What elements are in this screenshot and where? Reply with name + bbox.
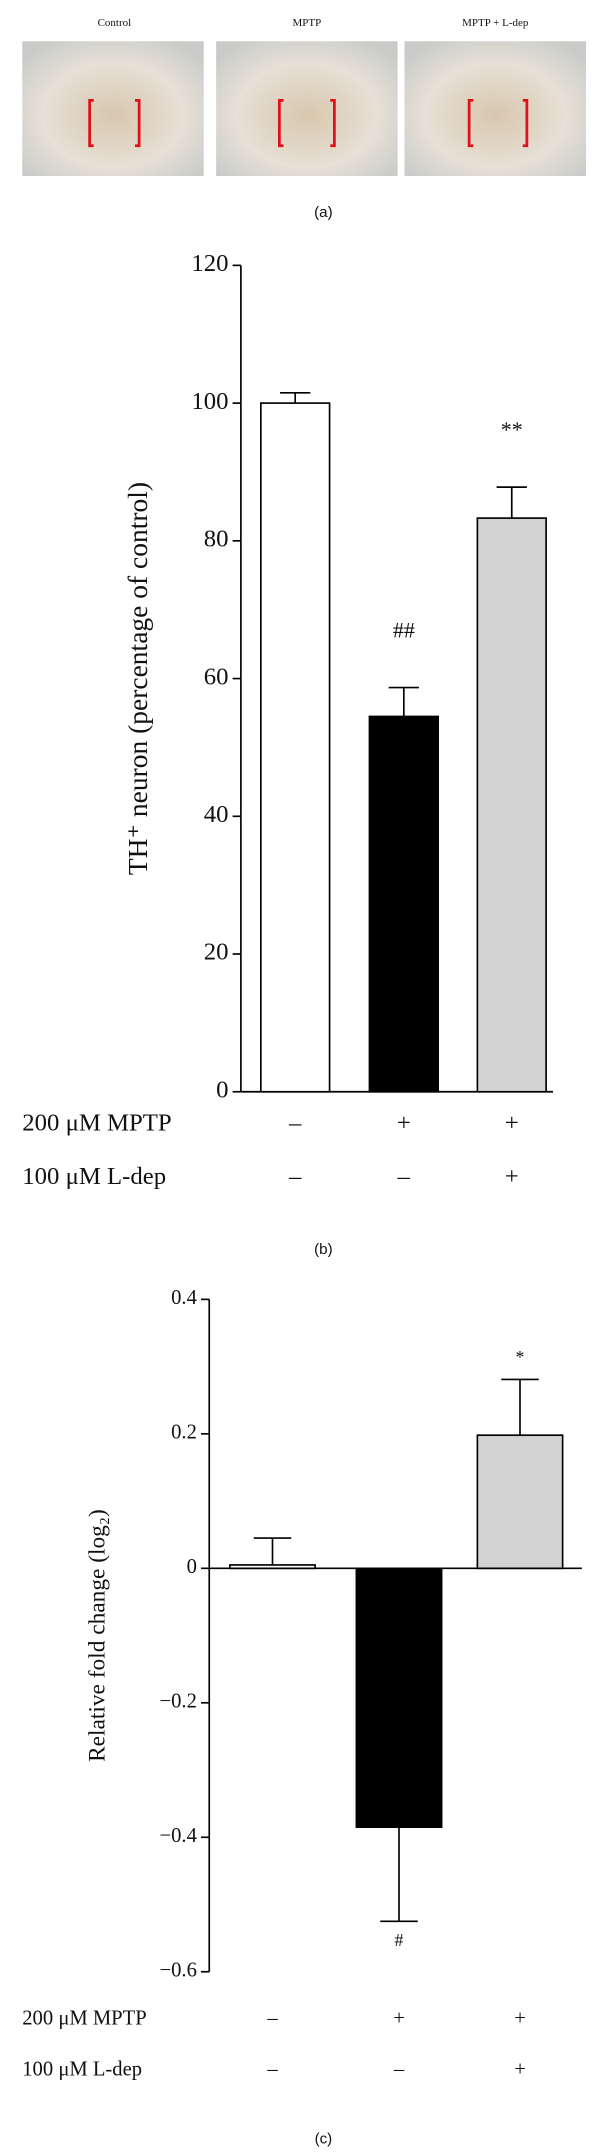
micrograph xyxy=(216,41,398,176)
panel-caption: (a) xyxy=(314,204,332,221)
condition-mark: + xyxy=(514,2058,526,2080)
y-tick-label: 80 xyxy=(204,526,229,553)
y-tick-label: 60 xyxy=(204,663,229,690)
condition-mark: – xyxy=(266,2058,278,2080)
error-bar xyxy=(280,391,311,404)
bar-chart: 0 20 40 60 80 100 120 TH⁺ neuron (percentage of… xyxy=(22,250,553,1258)
panel-a: Control MPTP MPTP + L-dep (a) xyxy=(22,17,586,221)
image-label: Control xyxy=(98,17,132,29)
y-tick-label: −0.6 xyxy=(159,1959,196,1981)
annotation: # xyxy=(395,1930,404,1950)
error-bar xyxy=(501,1378,539,1436)
y-axis-label: TH⁺ neuron (percentage of control) xyxy=(122,482,153,875)
condition-mark: – xyxy=(266,2008,278,2030)
condition-mark: – xyxy=(288,1109,302,1136)
y-tick-label: 0 xyxy=(187,1556,197,1578)
annotation: ## xyxy=(393,618,415,643)
micrograph xyxy=(404,41,586,176)
condition-mark: + xyxy=(505,1109,519,1136)
y-tick-label: 0.2 xyxy=(171,1422,197,1444)
panel-caption: (b) xyxy=(314,1241,332,1258)
error-bar xyxy=(253,1537,292,1565)
condition-label: 100 μM L-dep xyxy=(22,1163,166,1190)
bar xyxy=(355,1567,443,1829)
y-tick-label: 0 xyxy=(216,1076,228,1103)
micrograph xyxy=(22,41,204,176)
bar-chart: −0.6 −0.4 −0.2 0 0.2 0.4 Relative fold change … xyxy=(22,1287,582,2148)
condition-mark: – xyxy=(397,1163,411,1190)
bar xyxy=(476,517,547,1093)
y-tick-label: −0.2 xyxy=(159,1691,196,1713)
y-tick-label: 40 xyxy=(204,801,229,828)
y-axis-label: Relative fold change (log₂) xyxy=(85,1509,111,1762)
bar xyxy=(368,715,440,1093)
bar xyxy=(259,402,331,1093)
y-tick-label: 100 xyxy=(191,388,228,415)
condition-label: 100 μM L-dep xyxy=(22,2058,142,2080)
y-tick-label: −0.4 xyxy=(159,1825,196,1847)
bar xyxy=(476,1434,564,1570)
y-tick-label: 20 xyxy=(204,939,229,966)
condition-mark: + xyxy=(514,2008,526,2030)
y-tick-label: 120 xyxy=(191,250,228,277)
y-tick-label: 0.4 xyxy=(171,1287,197,1309)
error-bar xyxy=(380,1827,418,1923)
condition-mark: + xyxy=(393,2008,405,2030)
condition-label: 200 μM MPTP xyxy=(22,2008,146,2030)
annotation: ** xyxy=(501,417,523,442)
annotation: * xyxy=(516,1347,525,1367)
panel-caption: (c) xyxy=(315,2131,333,2148)
image-label: MPTP xyxy=(293,17,322,29)
condition-mark: + xyxy=(397,1109,411,1136)
bar xyxy=(229,1564,316,1570)
error-bar xyxy=(388,686,419,717)
condition-mark: – xyxy=(288,1163,302,1190)
error-bar xyxy=(496,486,527,519)
condition-mark: + xyxy=(505,1163,519,1190)
condition-label: 200 μM MPTP xyxy=(22,1109,171,1136)
image-label: MPTP + L-dep xyxy=(462,17,529,29)
condition-mark: – xyxy=(393,2058,405,2080)
